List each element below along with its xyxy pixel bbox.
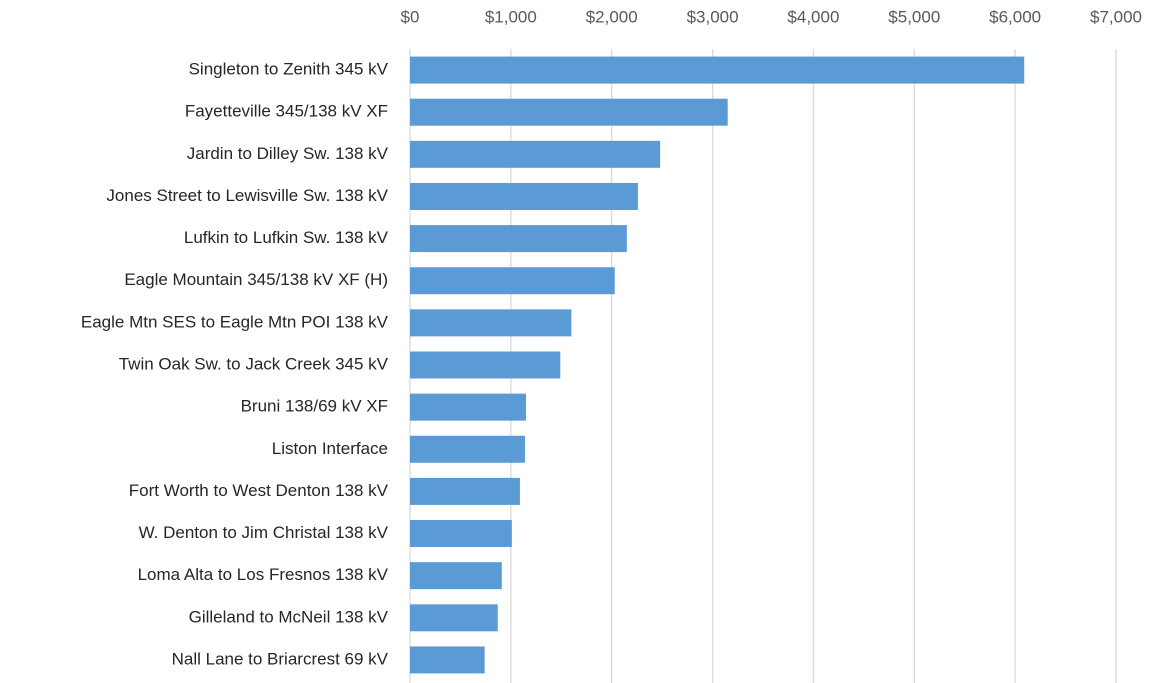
bar — [410, 435, 525, 463]
x-tick-label: $6,000 — [989, 7, 1041, 26]
y-tick-label: Lufkin to Lufkin Sw. 138 kV — [184, 228, 389, 247]
y-tick-label: Bruni 138/69 kV XF — [241, 397, 388, 416]
y-tick-label: Twin Oak Sw. to Jack Creek 345 kV — [119, 354, 389, 373]
bar — [410, 351, 561, 379]
x-tick-label: $2,000 — [586, 7, 638, 26]
bar — [410, 562, 502, 590]
bar — [410, 56, 1025, 84]
bar — [410, 477, 520, 505]
bar — [410, 98, 728, 126]
x-tick-label: $0 — [401, 7, 420, 26]
y-tick-label: Singleton to Zenith 345 kV — [189, 60, 389, 79]
bar — [410, 646, 485, 674]
bar — [410, 267, 615, 295]
y-tick-label: Fort Worth to West Denton 138 kV — [129, 481, 389, 500]
bar — [410, 604, 498, 632]
bar — [410, 225, 627, 253]
y-tick-label: Liston Interface — [272, 439, 388, 458]
bar — [410, 140, 661, 168]
y-tick-label: Nall Lane to Briarcrest 69 kV — [172, 649, 389, 668]
bar — [410, 393, 526, 421]
y-tick-label: Loma Alta to Los Fresnos 138 kV — [138, 565, 389, 584]
bar — [410, 309, 572, 337]
y-tick-label: W. Denton to Jim Christal 138 kV — [139, 523, 389, 542]
y-tick-label: Gilleland to McNeil 138 kV — [189, 607, 389, 626]
x-tick-label: $7,000 — [1090, 7, 1142, 26]
x-tick-label: $5,000 — [888, 7, 940, 26]
x-tick-label: $1,000 — [485, 7, 537, 26]
y-tick-label: Fayetteville 345/138 kV XF — [185, 102, 388, 121]
bar — [410, 520, 512, 548]
x-tick-label: $3,000 — [687, 7, 739, 26]
x-tick-label: $4,000 — [787, 7, 839, 26]
y-tick-label: Jardin to Dilley Sw. 138 kV — [187, 144, 389, 163]
y-tick-label: Eagle Mountain 345/138 kV XF (H) — [124, 270, 388, 289]
bar — [410, 182, 638, 210]
y-tick-label: Eagle Mtn SES to Eagle Mtn POI 138 kV — [81, 312, 389, 331]
y-tick-label: Jones Street to Lewisville Sw. 138 kV — [106, 186, 388, 205]
